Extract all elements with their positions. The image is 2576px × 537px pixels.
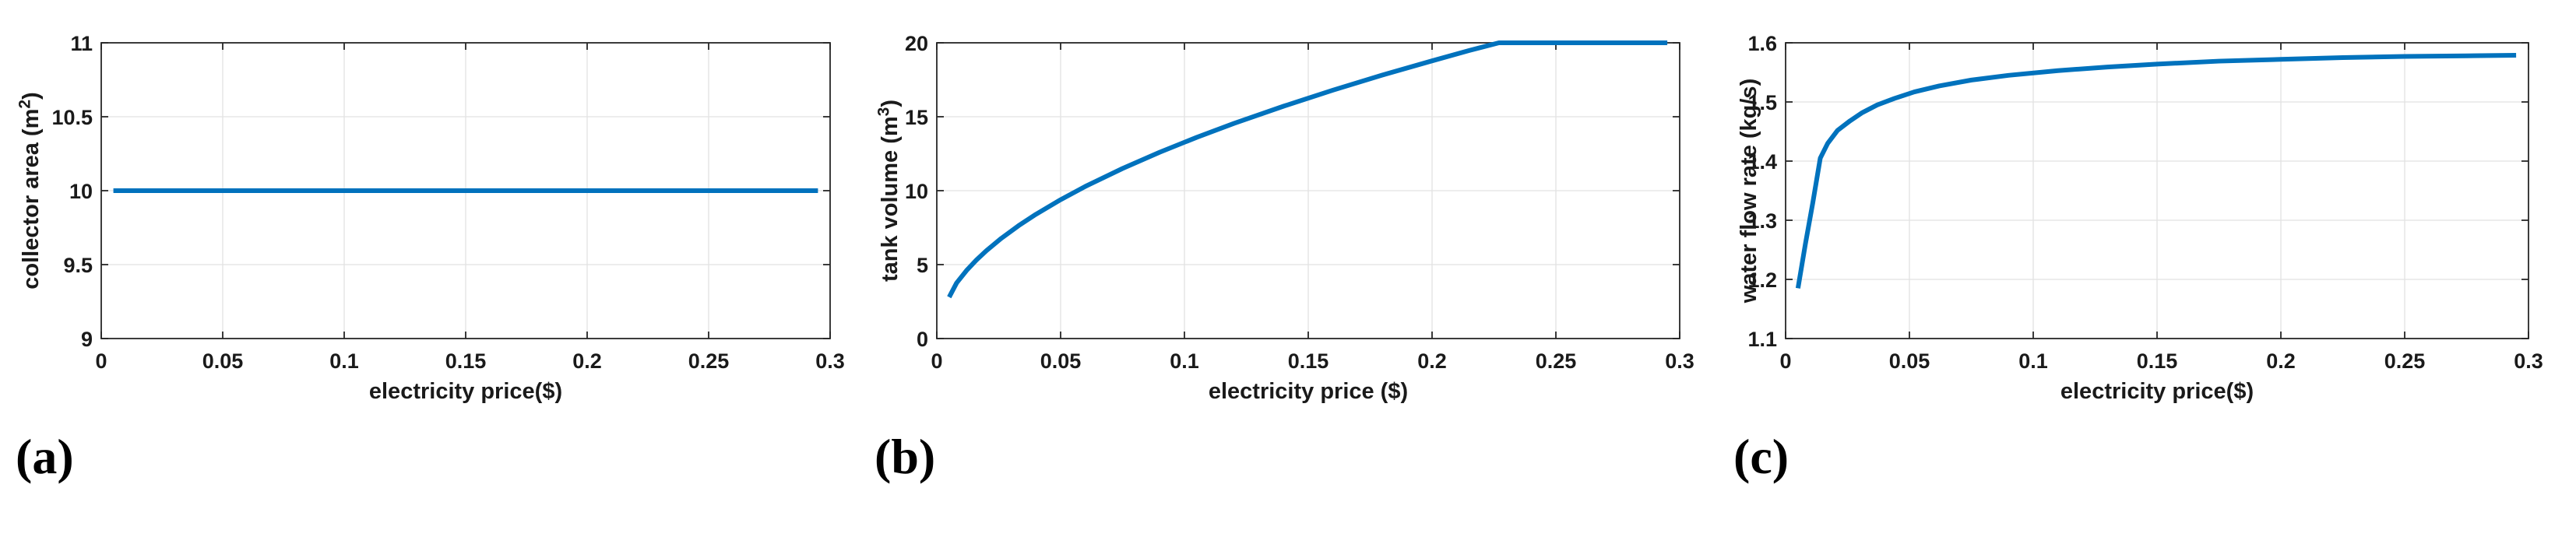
x-axis-label: electricity price ($) [1208, 379, 1409, 404]
x-tick-label: 0.3 [2514, 349, 2543, 373]
x-tick-label: 0.3 [1665, 349, 1694, 373]
y-tick-label: 11 [70, 32, 93, 55]
x-tick-label: 0.05 [1889, 349, 1930, 373]
y-tick-label: 1.6 [1747, 32, 1777, 55]
x-tick-label: 0.25 [688, 349, 730, 373]
panel-letter: (b) [875, 429, 936, 484]
x-axis-label: electricity price($) [2060, 379, 2254, 404]
x-tick-label: 0.15 [1288, 349, 1329, 373]
y-tick-label: 10 [905, 180, 928, 203]
x-tick-label: 0 [931, 349, 942, 373]
x-tick-label: 0.1 [329, 349, 359, 373]
y-tick-label: 9.5 [63, 254, 93, 277]
y-axis-label-suffix: ) [878, 99, 903, 107]
y-axis-label-text: tank volume (m [878, 116, 903, 283]
x-tick-label: 0.1 [1170, 349, 1199, 373]
y-tick-label: 15 [905, 106, 928, 129]
chart-panel-a: 0 0.05 0.1 0.15 0.2 0.25 0.3 9 9.5 10 10.5 11 colle… [0, 0, 859, 537]
x-tick-label: 0.05 [202, 349, 244, 373]
plot-area-a: 0 0.05 0.1 0.15 0.2 0.25 0.3 9 9.5 10 10.5 11 [51, 32, 845, 373]
y-axis-label-suffix: ) [19, 92, 44, 100]
y-tick-label: 9 [81, 328, 93, 351]
data-line [947, 40, 1668, 299]
y-axis-label-text: collector area (m [19, 108, 44, 290]
y-tick-label: 20 [905, 32, 928, 55]
y-tick-label: 0 [917, 328, 928, 351]
y-tick-label: 1.4 [1747, 150, 1777, 174]
x-tick-label: 0 [1779, 349, 1791, 373]
x-tick-label: 0.2 [572, 349, 602, 373]
x-tick-label: 0.2 [1417, 349, 1447, 373]
panel-letter: (c) [1733, 429, 1789, 484]
x-tick-label: 0.3 [815, 349, 845, 373]
y-tick-label: 10 [69, 180, 93, 203]
x-tick-label: 0.25 [1536, 349, 1577, 373]
y-tick-label: 5 [917, 254, 928, 277]
x-tick-label: 0.2 [2266, 349, 2296, 373]
y-tick-label: 1.1 [1747, 328, 1777, 351]
x-tick-label: 0.15 [2137, 349, 2178, 373]
plot-area-c: 0 0.05 0.1 0.15 0.2 0.25 0.3 1.1 1.2 1.3 1.4 1.5 1.6 [1747, 32, 2543, 373]
y-tick-label: 1.2 [1747, 268, 1777, 292]
plot-area-b: 0 0.05 0.1 0.15 0.2 0.25 0.3 0 5 10 15 20 [905, 32, 1694, 373]
y-axis-label-superscript: 3 [875, 107, 893, 117]
chart-panel-b: 0 0.05 0.1 0.15 0.2 0.25 0.3 0 5 10 15 20 tank volu… [859, 0, 1718, 537]
y-axis-label-text: water flow rate (kg/s) [1737, 78, 1761, 304]
y-axis-label: water flow rate (kg/s) [1733, 43, 1765, 339]
x-tick-label: 0.05 [1040, 349, 1082, 373]
x-tick-label: 0 [95, 349, 107, 373]
y-axis-label-superscript: 2 [16, 99, 34, 109]
y-tick-label: 1.5 [1747, 91, 1777, 114]
x-axis-label: electricity price($) [368, 379, 563, 404]
y-tick-label: 1.3 [1747, 209, 1777, 233]
panel-letter: (a) [16, 429, 74, 484]
chart-panel-c: 0 0.05 0.1 0.15 0.2 0.25 0.3 1.1 1.2 1.3 1.4 1.5 1.6… [1718, 0, 2576, 537]
data-line [1795, 52, 2517, 289]
x-tick-label: 0.15 [445, 349, 487, 373]
y-tick-label: 10.5 [51, 106, 93, 129]
y-axis-label: tank volume (m3) [875, 43, 906, 339]
y-axis-label: collector area (m2) [16, 43, 47, 339]
x-tick-label: 0.25 [2384, 349, 2426, 373]
x-tick-label: 0.1 [2018, 349, 2048, 373]
